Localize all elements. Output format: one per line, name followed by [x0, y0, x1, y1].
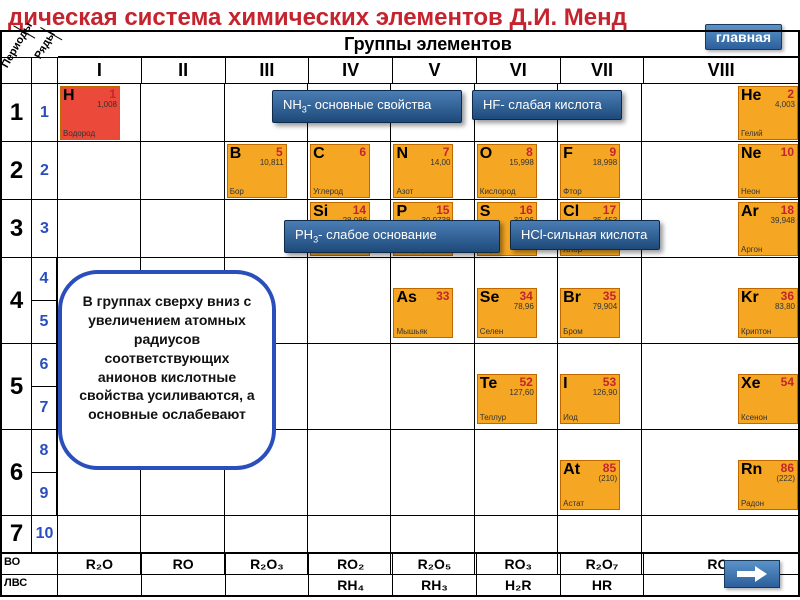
- row-6: 6: [32, 344, 57, 387]
- element-ar[interactable]: Ar1839,948Аргон: [738, 202, 798, 256]
- next-arrow-button[interactable]: [724, 560, 780, 588]
- lvs-7: HR: [561, 575, 645, 595]
- element-as[interactable]: As33Мышьяк: [393, 288, 453, 338]
- arrow-right-icon: [737, 566, 767, 582]
- groups-title: Группы элементов: [58, 32, 798, 57]
- element-te[interactable]: Te52127,60Теллур: [477, 374, 537, 424]
- group-5: V: [393, 58, 477, 83]
- row-7: 7: [32, 387, 57, 429]
- group-2: II: [142, 58, 226, 83]
- element-n[interactable]: N714,00Азот: [393, 144, 453, 198]
- period-2: 2: [2, 142, 32, 199]
- vo-label: ВО: [2, 554, 58, 574]
- period-5: 5: [2, 344, 32, 429]
- element-kr[interactable]: Kr3683,80Криптон: [738, 288, 798, 338]
- element-xe[interactable]: Xe54Ксенон: [738, 374, 798, 424]
- lvs-4: RH₄: [309, 575, 393, 595]
- period-4: 4: [2, 258, 32, 343]
- element-at[interactable]: At85(210)Астат: [560, 460, 620, 510]
- group-1: I: [58, 58, 142, 83]
- element-f[interactable]: F918,998Фтор: [560, 144, 620, 198]
- group-8: VIII: [644, 58, 798, 83]
- element-c[interactable]: C6Углерод: [310, 144, 370, 198]
- element-o[interactable]: O815,998Кислород: [477, 144, 537, 198]
- info-bubble: В группах сверху вниз с увеличением атом…: [58, 270, 276, 470]
- row-5: 5: [32, 301, 57, 343]
- callout-hf: HF- слабая кислота: [472, 90, 622, 120]
- element-i[interactable]: I53126,90Иод: [560, 374, 620, 424]
- period-3: 3: [2, 200, 32, 257]
- element-rn[interactable]: Rn86(222)Радон: [738, 460, 798, 510]
- element-se[interactable]: Se3478,96Селен: [477, 288, 537, 338]
- row-2: 2: [32, 142, 58, 199]
- row-9: 9: [32, 473, 57, 515]
- callout-ph3: PH3- слабое основание: [284, 220, 500, 253]
- row-4: 4: [32, 258, 57, 301]
- row-1: 1: [32, 84, 58, 141]
- period-1: 1: [2, 84, 32, 141]
- element-br[interactable]: Br3579,904Бром: [560, 288, 620, 338]
- period-6: 6: [2, 430, 32, 515]
- group-6: VI: [477, 58, 561, 83]
- lvs-label: ЛВС: [2, 575, 58, 595]
- group-7: VII: [561, 58, 645, 83]
- group-4: IV: [309, 58, 393, 83]
- group-3: III: [226, 58, 310, 83]
- callout-nh3: NH3- основные свойства: [272, 90, 462, 123]
- callout-hcl: HCl-сильная кислота: [510, 220, 660, 250]
- row-8: 8: [32, 430, 57, 473]
- lvs-6: H₂R: [477, 575, 561, 595]
- element-he[interactable]: He24,003Гелий: [738, 86, 798, 140]
- element-h[interactable]: H11,008Водород: [60, 86, 120, 140]
- row-3: 3: [32, 200, 58, 257]
- element-b[interactable]: B510,811Бор: [227, 144, 287, 198]
- element-ne[interactable]: Ne10Неон: [738, 144, 798, 198]
- period-7: 7: [2, 516, 32, 552]
- row-10: 10: [32, 516, 58, 552]
- lvs-5: RH₃: [393, 575, 477, 595]
